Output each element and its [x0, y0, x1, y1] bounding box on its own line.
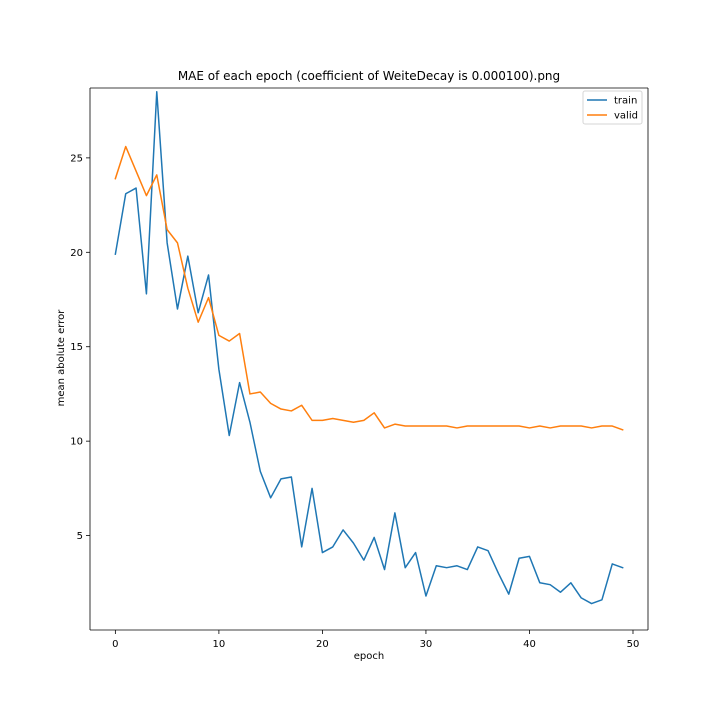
axes: 0 10 20 30 40 50 5 10 15 20 25 — [70, 87, 649, 650]
y-tick-label: 25 — [70, 153, 83, 164]
x-tick-label: 50 — [627, 639, 640, 650]
series-line-valid — [114, 145, 624, 431]
x-tick-label: 40 — [523, 639, 536, 650]
plot-background — [90, 88, 648, 630]
series-group — [114, 91, 624, 605]
x-tick-label: 0 — [112, 639, 118, 650]
series-line-train — [114, 91, 624, 605]
x-axis-label: epoch — [354, 651, 384, 662]
y-axis-label: mean abolute error — [56, 309, 67, 407]
y-tick-label: 10 — [70, 437, 83, 448]
plot-area — [90, 88, 648, 630]
chart-title: MAE of each epoch (coefficient of WeiteD… — [178, 69, 560, 83]
y-tick-label: 5 — [77, 531, 83, 542]
y-tick-label: 15 — [70, 342, 83, 353]
x-tick-label: 10 — [213, 639, 226, 650]
y-tick-label: 20 — [70, 248, 83, 259]
legend: train valid — [582, 90, 643, 125]
legend-label-train: train — [614, 96, 637, 107]
legend-label-valid: valid — [614, 111, 638, 122]
x-tick-label: 20 — [316, 639, 329, 650]
x-tick-label: 30 — [420, 639, 433, 650]
